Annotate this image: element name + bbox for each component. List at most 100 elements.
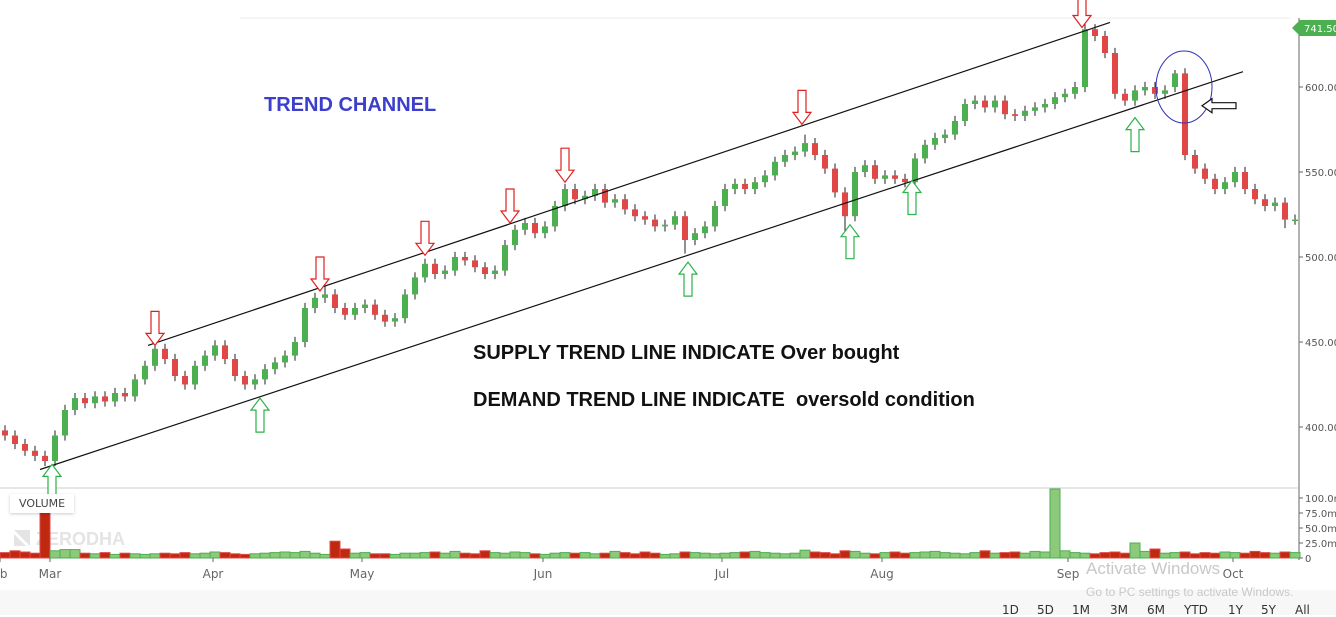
candle-body bbox=[1192, 155, 1198, 169]
candle-body bbox=[512, 229, 518, 246]
candle-body bbox=[202, 355, 208, 366]
candle-body bbox=[852, 172, 858, 217]
range-button-all[interactable]: All bbox=[1295, 603, 1310, 617]
candle-body bbox=[42, 455, 48, 461]
range-button-5d[interactable]: 5D bbox=[1037, 603, 1054, 617]
trend-lines bbox=[39, 21, 1244, 471]
up-arrow-icon bbox=[249, 397, 271, 433]
candle bbox=[392, 313, 398, 327]
candle-body bbox=[762, 175, 768, 183]
candle-body bbox=[1112, 53, 1118, 94]
y-tick-label: 550.00 bbox=[1305, 168, 1336, 179]
candle-body bbox=[1232, 172, 1238, 183]
candle-body bbox=[212, 345, 218, 356]
volume-bar bbox=[899, 552, 911, 559]
volume-bar bbox=[989, 552, 1001, 559]
volume-bar bbox=[1169, 552, 1181, 559]
candle bbox=[142, 360, 148, 385]
volume-bar bbox=[539, 553, 551, 559]
candle-body bbox=[52, 435, 58, 461]
volume-bar bbox=[919, 551, 931, 559]
candle-body bbox=[112, 393, 118, 402]
down-arrow-icon bbox=[791, 89, 813, 126]
candle-body bbox=[912, 158, 918, 183]
range-button-3m[interactable]: 3M bbox=[1110, 603, 1128, 617]
range-button-ytd[interactable]: YTD bbox=[1184, 603, 1208, 617]
volume-bar bbox=[109, 553, 121, 559]
candle-body bbox=[412, 277, 418, 295]
candle-body bbox=[22, 444, 28, 451]
candle-body bbox=[1262, 199, 1268, 206]
candle-body bbox=[372, 304, 378, 315]
candle bbox=[1292, 214, 1298, 225]
candle bbox=[682, 211, 688, 254]
candle bbox=[382, 309, 388, 327]
range-button-1y[interactable]: 1Y bbox=[1228, 603, 1243, 617]
volume-bar bbox=[499, 552, 511, 559]
range-button-1m[interactable]: 1M bbox=[1072, 603, 1090, 617]
range-button-1d[interactable]: 1D bbox=[1002, 603, 1019, 617]
volume-bar bbox=[209, 551, 221, 559]
candle-body bbox=[262, 369, 268, 380]
volume-bar bbox=[179, 552, 191, 559]
volume-bar bbox=[189, 553, 201, 559]
volume-bar bbox=[1239, 552, 1251, 559]
volume-bar bbox=[789, 552, 801, 559]
candle bbox=[312, 292, 318, 314]
candle bbox=[292, 336, 298, 361]
volume-bar bbox=[359, 552, 371, 559]
candle-body bbox=[1252, 189, 1258, 200]
candle-body bbox=[1242, 172, 1248, 189]
candle-body bbox=[232, 359, 238, 376]
candle-body bbox=[242, 376, 248, 385]
candle bbox=[1172, 70, 1178, 93]
candle-body bbox=[562, 189, 568, 206]
candle bbox=[962, 98, 968, 127]
volume-bar bbox=[479, 550, 491, 559]
candle-body bbox=[932, 138, 938, 145]
candle-body bbox=[1052, 97, 1058, 104]
candle bbox=[692, 228, 698, 246]
candle bbox=[612, 194, 618, 208]
candle bbox=[1082, 24, 1088, 93]
candle-body bbox=[652, 219, 658, 227]
candle-body bbox=[172, 359, 178, 376]
candle-body bbox=[302, 308, 308, 342]
volume-bar bbox=[1099, 552, 1111, 559]
candle bbox=[832, 163, 838, 198]
candle bbox=[562, 183, 568, 212]
candle-body bbox=[822, 155, 828, 169]
candle bbox=[122, 387, 128, 402]
range-button-6m[interactable]: 6M bbox=[1147, 603, 1165, 617]
candle-body bbox=[132, 379, 138, 397]
volume-bar bbox=[849, 550, 861, 559]
candle-body bbox=[222, 345, 228, 359]
volume-bar bbox=[1009, 551, 1021, 559]
y-tick-label: 400.00 bbox=[1305, 423, 1336, 434]
candle-body bbox=[802, 143, 808, 152]
candle bbox=[202, 350, 208, 371]
candle-body bbox=[192, 365, 198, 385]
candle bbox=[932, 132, 938, 150]
candle bbox=[632, 204, 638, 222]
volume-bar bbox=[1029, 550, 1041, 559]
volume-bar bbox=[839, 550, 851, 559]
candle-body bbox=[1202, 168, 1208, 179]
volume-bar bbox=[439, 552, 451, 559]
volume-bar bbox=[699, 552, 711, 559]
candle bbox=[452, 251, 458, 276]
volume-bar bbox=[299, 550, 311, 559]
volume-bar bbox=[1249, 550, 1261, 559]
candle bbox=[732, 178, 738, 195]
range-button-5y[interactable]: 5Y bbox=[1261, 603, 1276, 617]
volume-bar bbox=[1199, 552, 1211, 559]
annotation-arrows bbox=[41, 0, 1237, 499]
candle bbox=[342, 302, 348, 320]
volume-bar bbox=[9, 550, 21, 559]
candle-body bbox=[702, 226, 708, 234]
candle-body bbox=[502, 245, 508, 271]
watermark-text: ZERODHA bbox=[36, 529, 125, 549]
candle-body bbox=[772, 161, 778, 176]
candle bbox=[952, 115, 958, 140]
volume-bar bbox=[0, 552, 11, 559]
